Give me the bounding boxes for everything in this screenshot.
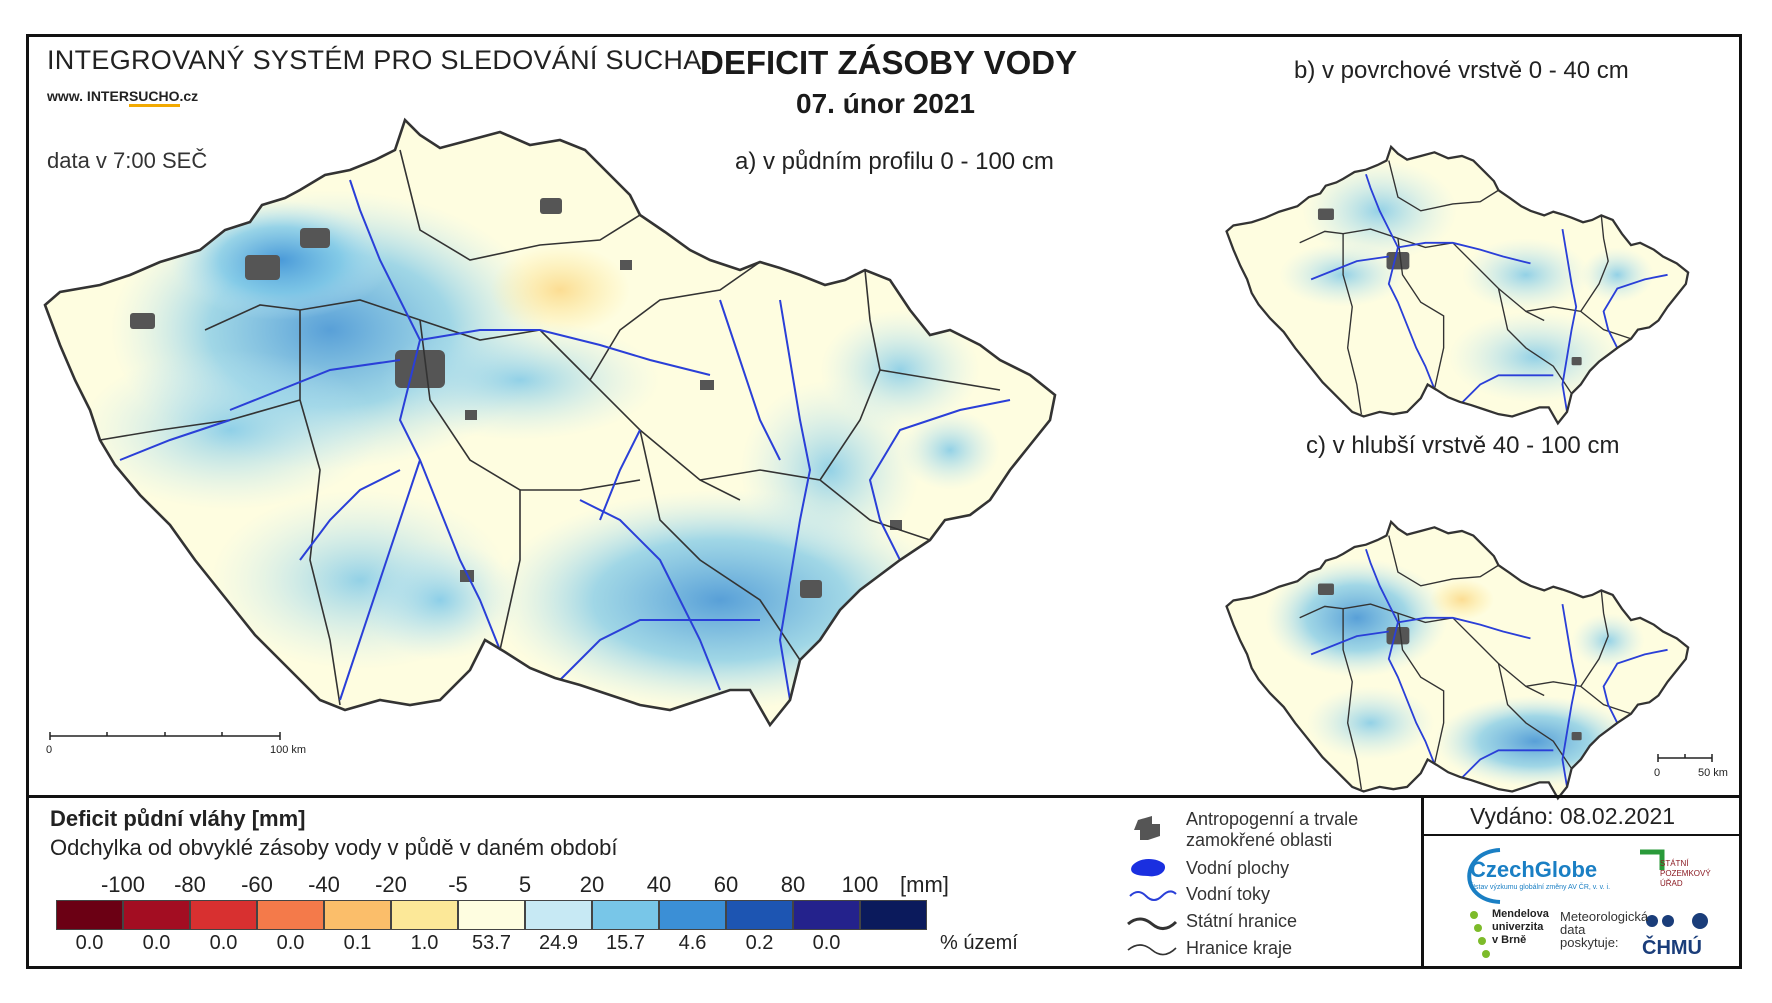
- color-swatch: [123, 900, 190, 930]
- map-c-label: c) v hlubší vrstvě 40 - 100 cm: [1306, 432, 1620, 459]
- percent-value: 0.0: [812, 932, 841, 954]
- data-time: data v 7:00 SEČ: [47, 148, 208, 173]
- page-title: DEFICIT ZÁSOBY VODY: [700, 44, 1078, 81]
- scale-tick-label: -40: [308, 872, 340, 897]
- website-link[interactable]: www. INTERSUCHO.cz: [47, 88, 199, 107]
- scale-tick-label: 100: [841, 872, 879, 897]
- scale-inset-end: 50 km: [1698, 767, 1728, 779]
- color-swatch: [458, 900, 525, 930]
- scale-tick-label: 80: [780, 872, 806, 897]
- percent-value: 0.0: [276, 932, 305, 954]
- legend-state-border-label: Státní hranice: [1186, 911, 1298, 931]
- percent-value: 0.2: [745, 932, 774, 954]
- color-swatch: [592, 900, 659, 930]
- color-swatch: [56, 900, 123, 930]
- percent-value: 0.0: [75, 932, 104, 954]
- map-b: [1225, 145, 1690, 425]
- czechglobe-subtitle: Ústav výzkumu globální změny AV ČR, v. v…: [1470, 884, 1611, 891]
- percent-value: 15.7: [606, 932, 645, 954]
- map-c: [1225, 520, 1690, 800]
- scale-bar-inset: [1657, 754, 1713, 762]
- color-swatch: [793, 900, 860, 930]
- percent-value: 0.0: [209, 932, 238, 954]
- chmu-logo: ČHMÚ: [1642, 937, 1702, 959]
- legend-divider: [1421, 795, 1424, 969]
- color-swatch: [860, 900, 927, 930]
- color-swatch: [257, 900, 324, 930]
- percent-value: 53.7: [472, 932, 511, 954]
- czechglobe-logo: CzechGlobe: [1470, 857, 1598, 882]
- legend-title: Deficit půdní vláhy [mm]: [50, 806, 306, 831]
- color-swatch: [324, 900, 391, 930]
- legend-panel: [26, 795, 1742, 969]
- spu-logo: STÁTNÍ POZEMKOVÝ ÚŘAD: [1660, 859, 1711, 888]
- legend-river-label: Vodní toky: [1186, 884, 1271, 904]
- mendel-logo: Mendelova univerzita v Brně: [1492, 908, 1549, 946]
- legend-region-border-label: Hranice kraje: [1186, 938, 1293, 958]
- legend-urban-label: Antropogenní a trvale zamokřené oblasti: [1186, 809, 1359, 850]
- scale-tick-label: -80: [174, 872, 206, 897]
- percent-value: 1.0: [410, 932, 439, 954]
- scale-main-zero: 0: [46, 744, 53, 756]
- issued-divider: [1424, 834, 1742, 836]
- scale-tick-label: 5: [518, 872, 532, 897]
- percent-value: 0.1: [343, 932, 372, 954]
- scale-main-end: 100 km: [270, 744, 307, 756]
- map-a: [43, 118, 1057, 727]
- legend-subtitle: Odchylka od obvyklé zásoby vody v půdě v…: [50, 835, 618, 860]
- percent-value: 0.0: [142, 932, 171, 954]
- legend-water-label: Vodní plochy: [1186, 858, 1290, 878]
- scale-tick-label: 60: [713, 872, 739, 897]
- percent-value: 4.6: [678, 932, 707, 954]
- scale-tick-label: 40: [646, 872, 672, 897]
- color-swatch: [391, 900, 458, 930]
- map-a-label: a) v půdním profilu 0 - 100 cm: [735, 148, 1054, 175]
- issued-date: Vydáno: 08.02.2021: [1470, 803, 1676, 829]
- system-title: INTEGROVANÝ SYSTÉM PRO SLEDOVÁNÍ SUCHA: [47, 45, 702, 75]
- scale-tick-label: -60: [241, 872, 273, 897]
- color-swatch: [659, 900, 726, 930]
- percent-value: 24.9: [539, 932, 578, 954]
- legend-unit: [mm]: [900, 872, 949, 897]
- web-prefix: www. INTER: [47, 88, 129, 104]
- map-b-label: b) v povrchové vrstvě 0 - 40 cm: [1294, 57, 1629, 84]
- scale-tick-label: 20: [579, 872, 605, 897]
- map-date: 07. únor 2021: [796, 88, 975, 119]
- scale-bar-main: [49, 732, 281, 740]
- scale-tick-label: -100: [100, 872, 146, 897]
- web-highlight: SUCHO: [128, 88, 180, 107]
- legend-percent-label: % území: [940, 932, 1018, 954]
- scale-inset-zero: 0: [1654, 767, 1661, 779]
- meteo-provider-label: Meteorologická data poskytuje:: [1560, 909, 1649, 950]
- color-swatch: [190, 900, 257, 930]
- color-swatch: [525, 900, 592, 930]
- color-swatch: [726, 900, 793, 930]
- web-suffix: .cz: [179, 88, 199, 104]
- scale-tick-label: -5: [448, 872, 468, 897]
- scale-tick-label: -20: [375, 872, 407, 897]
